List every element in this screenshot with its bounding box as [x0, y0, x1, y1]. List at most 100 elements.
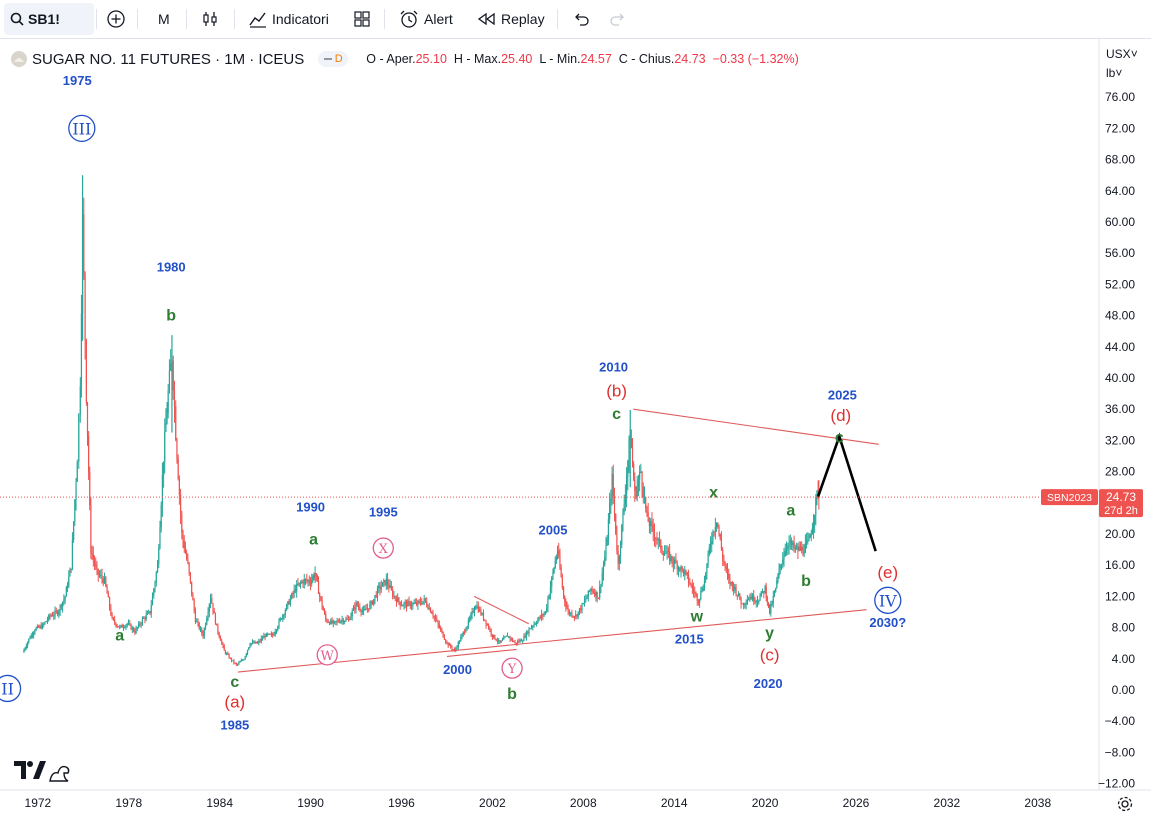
compare-button[interactable]	[106, 0, 126, 38]
candle-body	[313, 575, 315, 578]
price-tick-label: 60.00	[1105, 215, 1135, 229]
candle-body	[308, 580, 310, 583]
price-chart[interactable]: 76.00 72.00 68.00 64.00 60.00 56.00 52.00 48.00…	[0, 39, 1151, 825]
wave-label: 2000	[443, 662, 472, 677]
candle-body	[181, 514, 183, 533]
candle-body	[33, 632, 35, 636]
candle-body	[533, 624, 535, 627]
candle-body	[604, 557, 606, 566]
layouts-button[interactable]	[352, 0, 372, 38]
candle-body	[655, 538, 657, 540]
candle-body	[116, 625, 118, 627]
wave-label: a	[786, 503, 795, 520]
candle-body	[351, 610, 353, 616]
candle-body	[78, 414, 80, 462]
redo-button[interactable]	[608, 0, 628, 38]
tradingview-logo[interactable]	[14, 757, 72, 790]
candle-body	[412, 603, 414, 606]
candle-body	[202, 633, 204, 637]
candle-body	[556, 550, 559, 557]
candle-body	[198, 622, 200, 629]
candle-body	[513, 641, 515, 643]
candle-body	[663, 553, 666, 556]
candle-body	[320, 596, 322, 600]
alert-button[interactable]: Alert	[398, 0, 453, 38]
candle-body	[790, 540, 793, 546]
indicators-button[interactable]: Indicatori	[248, 0, 329, 38]
candle-body	[168, 370, 171, 391]
wave-label: 1980	[157, 259, 186, 274]
candle-body	[427, 606, 429, 609]
candle-body	[613, 496, 616, 514]
candle-body	[217, 625, 219, 633]
settings-button[interactable]	[1116, 795, 1134, 818]
trendline-small	[473, 595, 529, 625]
candle-body	[686, 572, 688, 575]
candle-body	[753, 595, 755, 602]
currency-button[interactable]: USX˅	[1106, 47, 1138, 61]
candle-body	[731, 581, 733, 586]
bar-countdown: 27d 2h	[1104, 505, 1138, 517]
symbol-search[interactable]: SB1!	[4, 3, 94, 35]
unit-button[interactable]: lb˅	[1106, 66, 1122, 80]
replay-button[interactable]: Replay	[477, 0, 545, 38]
candle-body	[327, 621, 329, 623]
candle-body	[211, 598, 213, 604]
candle-body	[691, 584, 693, 589]
candle-body	[314, 573, 316, 578]
candle-body	[722, 549, 724, 560]
candle-body	[506, 635, 509, 637]
symbol-title[interactable]: SUGAR NO. 11 FUTURES · 1M · ICEUS	[32, 50, 305, 68]
candle-body	[700, 591, 702, 599]
candle-body	[570, 612, 572, 614]
candle-body	[58, 611, 60, 615]
wave-label: IV	[879, 591, 897, 610]
candle-body	[491, 634, 493, 637]
candle-body	[75, 481, 77, 500]
candle-body	[79, 386, 81, 415]
candle-body	[49, 615, 51, 617]
candle-body	[68, 576, 70, 587]
candle-body	[709, 544, 712, 548]
price-tick-label: 4.00	[1112, 652, 1136, 666]
interval-button[interactable]: M	[158, 0, 170, 38]
candle-body	[46, 619, 49, 622]
candle-body	[749, 596, 751, 600]
price-tick-label: 40.00	[1105, 371, 1135, 385]
candle-body	[532, 626, 534, 628]
candle-body	[262, 638, 264, 640]
candle-body	[209, 598, 212, 605]
candle-body	[375, 595, 377, 597]
candle-body	[765, 586, 767, 598]
candle-body	[592, 591, 594, 593]
delayed-badge[interactable]: D	[318, 51, 349, 67]
candle-body	[95, 564, 97, 566]
candle-body	[601, 573, 603, 585]
candle-body	[792, 542, 794, 546]
candle-body	[642, 486, 644, 497]
symbol-price-tag	[1041, 489, 1098, 506]
candle-body	[562, 587, 565, 597]
alarm-clock-icon	[400, 10, 418, 28]
price-tick-label: 76.00	[1105, 90, 1135, 104]
candle-body	[577, 611, 579, 617]
candle-body	[417, 601, 419, 605]
chart-type-button[interactable]	[200, 0, 220, 38]
candle-body	[322, 606, 324, 611]
candle-body	[433, 616, 435, 618]
candle-body	[734, 586, 736, 591]
candle-body	[395, 598, 398, 603]
candle-body	[258, 640, 260, 643]
price-tick-label: 20.00	[1105, 527, 1135, 541]
candle-body	[238, 662, 240, 664]
candle-body	[156, 563, 159, 573]
candle-body	[404, 602, 406, 604]
undo-button[interactable]	[571, 0, 591, 38]
interval-label: M	[158, 11, 170, 27]
indicators-label: Indicatori	[272, 11, 329, 27]
candle-body	[582, 603, 584, 605]
candle-body	[280, 618, 283, 620]
candle-body	[667, 550, 669, 552]
low-value: 24.57	[580, 52, 612, 66]
candle-body	[207, 612, 209, 619]
